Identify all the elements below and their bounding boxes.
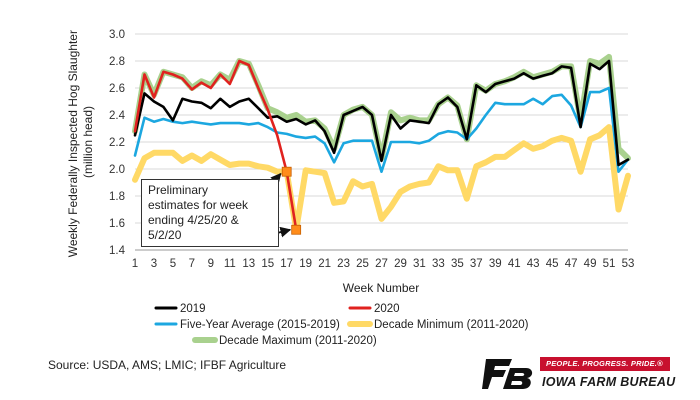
farm-bureau-fb-icon xyxy=(482,359,533,389)
x-tick-47: 47 xyxy=(565,258,578,270)
logo-name: IOWA FARM BUREAU xyxy=(542,375,676,389)
y-tick-2.0: 2.0 xyxy=(109,164,125,176)
legend: 2019 2020 Five-Year Average (2015-2019) Dec… xyxy=(154,303,529,347)
y-tick-labels: 1.4 1.6 1.8 2.0 2.2 2.4 2.6 2.8 3.0 xyxy=(109,29,126,257)
x-tick-31: 31 xyxy=(413,258,426,270)
x-tick-labels: 1 3 5 7 9 11 13 15 17 19 21 23 25 27 29 31 33 35 37 39 41 43 4… xyxy=(132,258,635,270)
x-tick-19: 19 xyxy=(299,258,312,270)
x-tick-27: 27 xyxy=(375,258,388,270)
series-line-2020 xyxy=(133,59,298,231)
x-tick-35: 35 xyxy=(451,258,464,270)
x-tick-21: 21 xyxy=(318,258,331,270)
preliminary-point-week-17 xyxy=(281,166,292,177)
x-tick-29: 29 xyxy=(394,258,407,270)
iowa-farm-bureau-logo: PEOPLE. PROGRESS. PRIDE.® IOWA FARM BURE… xyxy=(482,355,682,395)
series-lines xyxy=(132,53,631,233)
y-axis-title-line-1: Weekly Federally Inspected Hog Slaughter xyxy=(66,30,80,257)
x-tick-7: 7 xyxy=(189,258,195,270)
legend-label-2020: 2020 xyxy=(374,303,400,315)
x-tick-13: 13 xyxy=(242,258,255,270)
logo-tagline: PEOPLE. PROGRESS. PRIDE.® xyxy=(540,357,670,371)
series-line-decade-minimum-2011-2020 xyxy=(132,124,631,233)
x-tick-17: 17 xyxy=(280,258,293,270)
x-tick-9: 9 xyxy=(208,258,214,270)
y-axis-title: Weekly Federally Inspected Hog Slaughter… xyxy=(66,27,95,258)
x-tick-15: 15 xyxy=(261,258,274,270)
y-tick-1.4: 1.4 xyxy=(109,245,126,257)
source-note: Source: USDA, AMS; LMIC; IFBF Agricultur… xyxy=(48,358,287,372)
y-tick-3.0: 3.0 xyxy=(109,29,125,41)
x-tick-41: 41 xyxy=(508,258,521,270)
y-tick-2.2: 2.2 xyxy=(109,137,125,149)
legend-label-2019: 2019 xyxy=(180,303,206,315)
x-axis-title: Week Number xyxy=(343,281,419,295)
preliminary-point-week-18 xyxy=(291,224,302,235)
legend-label-decade-maximum-2011-2020: Decade Maximum (2011-2020) xyxy=(219,335,377,347)
legend-label-decade-minimum-2011-2020: Decade Minimum (2011-2020) xyxy=(374,319,529,331)
x-tick-23: 23 xyxy=(337,258,350,270)
y-tick-2.8: 2.8 xyxy=(109,56,125,68)
series-line-five-year-average-2015-2019 xyxy=(133,86,630,173)
x-tick-53: 53 xyxy=(622,258,635,270)
x-tick-51: 51 xyxy=(603,258,616,270)
x-tick-45: 45 xyxy=(546,258,559,270)
y-axis-title-line-2: (million head) xyxy=(81,106,95,178)
x-tick-25: 25 xyxy=(356,258,369,270)
preliminary-markers xyxy=(281,166,302,235)
x-tick-37: 37 xyxy=(470,258,483,270)
y-tick-1.8: 1.8 xyxy=(109,191,125,203)
y-tick-1.6: 1.6 xyxy=(109,218,125,230)
x-tick-33: 33 xyxy=(432,258,445,270)
x-tick-39: 39 xyxy=(489,258,502,270)
x-tick-5: 5 xyxy=(170,258,176,270)
y-tick-2.6: 2.6 xyxy=(109,83,125,95)
series-line-2019 xyxy=(133,59,630,167)
x-tick-1: 1 xyxy=(132,258,138,270)
x-tick-3: 3 xyxy=(151,258,157,270)
x-tick-11: 11 xyxy=(224,258,236,270)
x-tick-49: 49 xyxy=(584,258,597,270)
x-tick-43: 43 xyxy=(527,258,540,270)
preliminary-estimates-callout: Preliminary estimates for week ending 4/… xyxy=(141,179,279,247)
legend-label-five-year-average-2015-2019: Five-Year Average (2015-2019) xyxy=(180,319,340,331)
y-tick-2.4: 2.4 xyxy=(109,110,126,122)
